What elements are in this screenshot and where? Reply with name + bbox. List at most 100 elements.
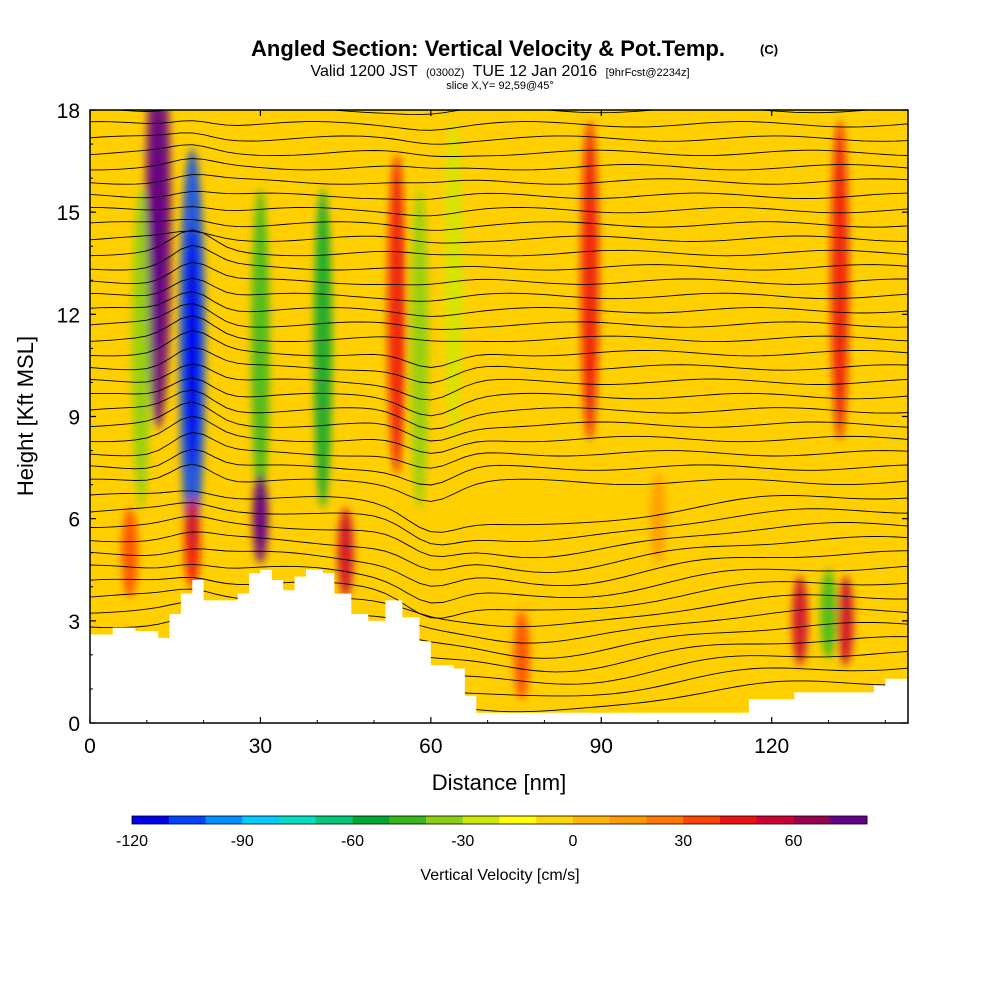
velocity-feature [387,154,406,475]
colorbar-swatch [132,816,170,824]
colorbar-frame [131,815,868,825]
colorbar: -120 -90 -60 -30 0 30 60 [116,815,868,850]
x-tick-label: 90 [590,735,613,758]
colorbar-swatch [609,816,647,824]
velocity-field [121,110,854,700]
y-tick-label: 15 [57,202,80,225]
colorbar-swatch [646,816,684,824]
x-tick-label: 0 [84,735,96,758]
velocity-feature-core [256,491,265,546]
x-tick-label: 120 [754,735,789,758]
colorbar-swatch [462,816,500,824]
colorbar-swatch [389,816,427,824]
theta-contour [90,377,908,417]
colorbar-swatch [756,816,794,824]
colorbar-swatch [830,816,868,824]
plot-area [90,110,908,723]
theta-contour [90,576,908,619]
theta-contour [90,261,908,286]
colorbar-tick-label: 30 [674,833,692,850]
subtitle-forecast: [9hrFcst@2234z] [606,67,690,79]
y-tick-label: 12 [57,304,80,327]
theta-contour [90,291,908,317]
theta-contour [90,431,908,469]
colorbar-tick-label: -90 [231,833,254,850]
colorbar-swatch [352,816,390,824]
y-tick-label: 6 [68,509,80,532]
velocity-feature [313,188,332,509]
subtitle-valid: Valid 1200 JST [310,63,418,80]
theta-contour [90,174,908,185]
velocity-feature [132,188,151,509]
theta-contour [90,448,908,486]
theta-contour [90,244,908,271]
theta-contour [90,330,908,368]
velocity-feature [184,497,201,588]
theta-contour [90,132,908,145]
subtitle-utc: (0300Z) [426,67,465,79]
theta-contour [90,190,908,201]
velocity-feature [830,120,849,441]
subtitle-date: TUE 12 Jan 2016 [473,63,598,80]
colorbar-title: Vertical Velocity [cm/s] [420,867,579,884]
colorbar-swatch [793,816,831,824]
x-axis: 0 30 60 90 120 [84,110,886,758]
colorbar-swatch [426,816,464,824]
colorbar-tick-label: -120 [116,833,148,850]
theta-contour [90,206,908,217]
theta-contour [90,563,908,604]
theta-contour [90,401,908,442]
theta-contour [90,502,908,546]
velocity-feature [251,188,270,509]
y-tick-label: 18 [57,100,80,123]
theta-contour [90,144,908,157]
x-tick-label: 30 [249,735,272,758]
velocity-feature-core [151,110,165,350]
theta-contour [90,588,908,628]
velocity-feature [837,575,854,666]
velocity-feature [792,575,809,666]
theta-contour [90,302,908,330]
chart-title: Angled Section: Vertical Velocity & Pot.… [251,36,725,61]
colorbar-swatch [168,816,206,824]
colorbar-swatch [242,816,280,824]
theta-contour [90,463,908,502]
velocity-feature [820,569,837,660]
chart-subtitle: Valid 1200 JST (0300Z) TUE 12 Jan 2016 [… [310,63,689,80]
colorbar-swatch [279,816,317,824]
theta-contour [90,346,908,384]
theta-contour [90,363,908,401]
velocity-feature [513,609,530,700]
velocity-feature [580,120,599,441]
colorbar-swatch [720,816,758,824]
x-axis-label: Distance [nm] [432,770,567,795]
colorbar-swatch [683,816,721,824]
velocity-feature-core [185,228,199,469]
colorbar-tick-label: 0 [569,833,578,850]
colorbar-swatch [499,816,537,824]
colorbar-swatch [536,816,574,824]
theta-contour [90,490,908,533]
theta-contour [90,229,908,257]
theta-contour [90,548,908,587]
y-axis-label: Height [Kft MSL] [13,336,38,496]
colorbar-swatch [205,816,243,824]
colorbar-swatch [315,816,353,824]
theta-contour [90,415,908,454]
theta-contour [90,219,908,231]
x-tick-label: 60 [419,735,442,758]
y-tick-label: 3 [68,611,80,634]
theta-contour [90,515,908,559]
theta-contour [90,315,908,343]
slice-label: slice X,Y= 92,59@45° [446,80,554,92]
y-tick-label: 0 [68,713,80,736]
theta-contour [90,120,908,131]
theta-contour [90,389,908,430]
chart-title-suffix: (C) [760,42,778,57]
theta-contour [90,230,908,244]
colorbar-tick-label: -30 [451,833,474,850]
theta-contour [90,531,908,573]
colorbar-tick-label: 60 [785,833,803,850]
theta-contour [90,277,908,302]
